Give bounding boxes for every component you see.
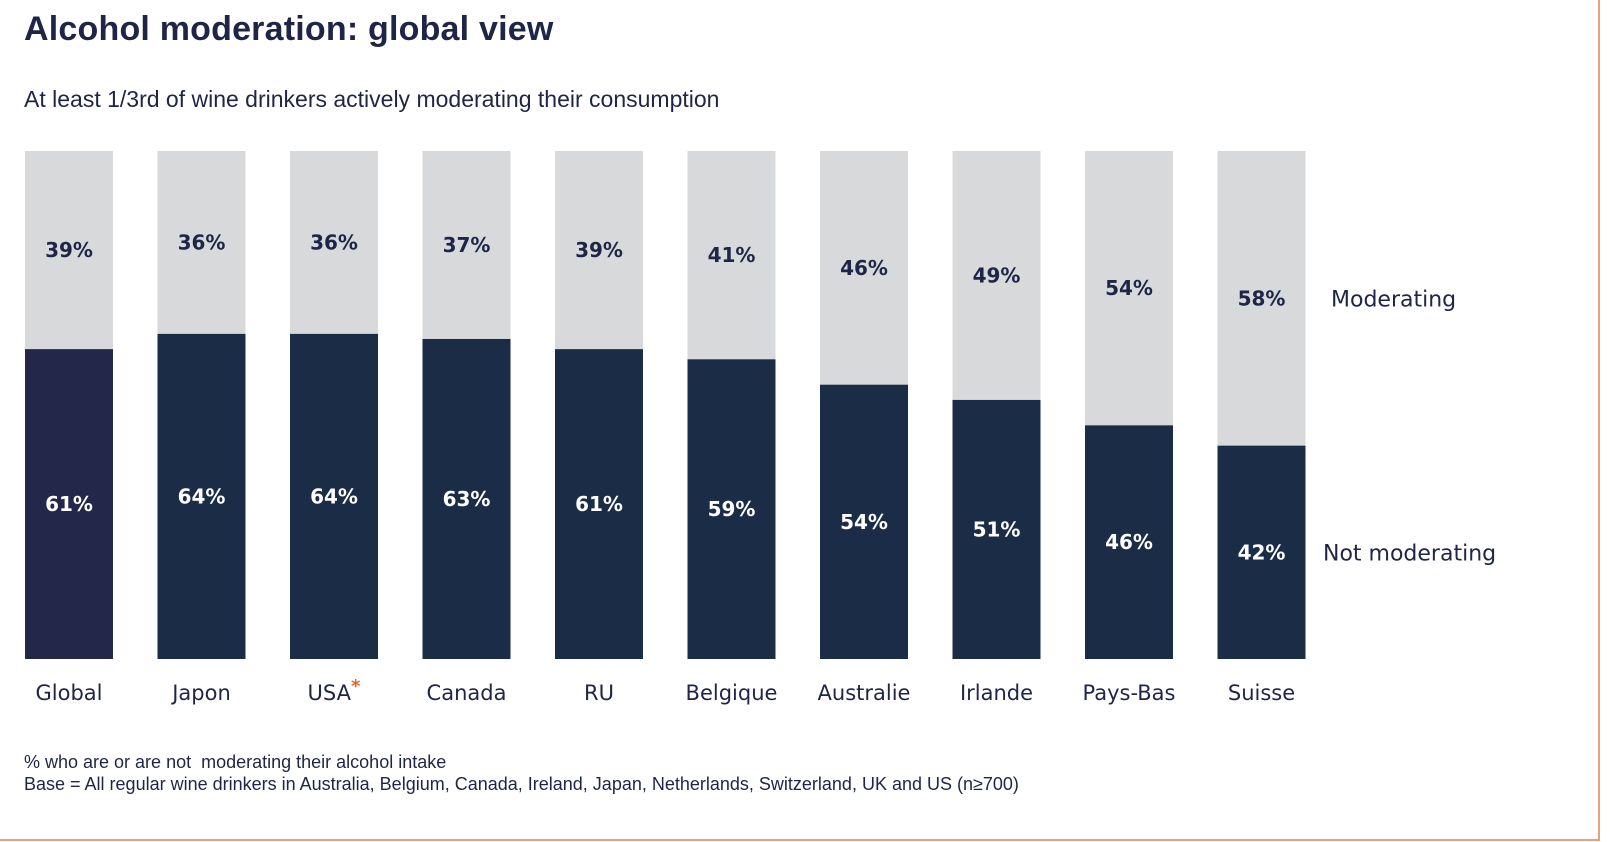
bar-not-moderating-japon bbox=[157, 333, 246, 659]
bar-moderating-suisse bbox=[1217, 151, 1306, 446]
bar-not-moderating-usa bbox=[290, 333, 378, 659]
page-title: Alcohol moderation: global view bbox=[24, 10, 554, 48]
data-label-not-moderating-belgique: 59% bbox=[708, 497, 756, 521]
data-label-not-moderating-canada: 63% bbox=[443, 487, 491, 511]
bar-not-moderating-global bbox=[25, 349, 113, 659]
data-label-moderating-pays-bas: 54% bbox=[1105, 276, 1153, 300]
data-label-moderating-suisse: 58% bbox=[1238, 286, 1286, 310]
legend-moderating: Moderating bbox=[1331, 287, 1456, 312]
data-label-not-moderating-global: 61% bbox=[45, 492, 93, 516]
bar-not-moderating-pays-bas bbox=[1085, 425, 1173, 659]
stacked-bar-chart: 39% 61% Global 36% 64% Japon 36% 64% USA* 37% 63% C… bbox=[25, 151, 1496, 705]
bar-not-moderating-australie bbox=[820, 384, 908, 659]
bar-not-moderating-canada bbox=[422, 338, 511, 659]
x-tick-label-global: Global bbox=[36, 681, 103, 705]
x-tick-label-australie: Australie bbox=[818, 681, 911, 705]
data-label-not-moderating-usa: 64% bbox=[310, 484, 358, 508]
bar-moderating-ru bbox=[555, 151, 643, 350]
footnote-asterisk-mark: * bbox=[351, 676, 361, 697]
bar-not-moderating-ru bbox=[555, 349, 643, 659]
bar-not-moderating-belgique bbox=[687, 359, 776, 659]
bar-moderating-australie bbox=[820, 151, 908, 385]
data-label-moderating-ru: 39% bbox=[575, 238, 623, 262]
bar-moderating-pays-bas bbox=[1085, 151, 1173, 426]
data-label-moderating-australie: 46% bbox=[840, 256, 888, 280]
footnote-measure: % who are or are not moderating their al… bbox=[24, 752, 447, 772]
x-tick-label-japon: Japon bbox=[170, 681, 231, 705]
page-subtitle: At least 1/3rd of wine drinkers actively… bbox=[24, 86, 720, 112]
bar-moderating-belgique bbox=[687, 151, 776, 360]
bar-not-moderating-suisse bbox=[1217, 445, 1306, 659]
bar-moderating-canada bbox=[422, 151, 511, 339]
data-label-not-moderating-australie: 54% bbox=[840, 510, 888, 534]
data-label-not-moderating-suisse: 42% bbox=[1238, 540, 1286, 564]
data-label-not-moderating-irlande: 51% bbox=[973, 517, 1021, 541]
footnote-base: Base = All regular wine drinkers in Aust… bbox=[24, 774, 1019, 794]
bar-moderating-global bbox=[25, 151, 113, 350]
legend-not-moderating: Not moderating bbox=[1323, 541, 1496, 566]
data-label-moderating-canada: 37% bbox=[443, 233, 491, 257]
x-tick-label-pays-bas: Pays-Bas bbox=[1082, 681, 1175, 705]
bar-moderating-japon bbox=[157, 151, 246, 334]
x-tick-label-suisse: Suisse bbox=[1228, 681, 1295, 705]
data-label-moderating-belgique: 41% bbox=[708, 243, 756, 267]
data-label-not-moderating-ru: 61% bbox=[575, 492, 623, 516]
data-label-moderating-irlande: 49% bbox=[973, 263, 1021, 287]
bar-moderating-usa bbox=[290, 151, 378, 334]
data-label-not-moderating-japon: 64% bbox=[178, 484, 226, 508]
data-label-moderating-usa: 36% bbox=[310, 230, 358, 254]
data-label-not-moderating-pays-bas: 46% bbox=[1105, 530, 1153, 554]
bar-moderating-irlande bbox=[952, 151, 1041, 400]
data-label-moderating-global: 39% bbox=[45, 238, 93, 262]
x-tick-label-usa: USA* bbox=[308, 676, 361, 705]
data-label-moderating-japon: 36% bbox=[178, 230, 226, 254]
x-tick-label-irlande: Irlande bbox=[960, 681, 1033, 705]
x-tick-label-belgique: Belgique bbox=[686, 681, 778, 705]
bar-not-moderating-irlande bbox=[952, 399, 1041, 659]
x-tick-label-ru: RU bbox=[584, 681, 614, 705]
x-tick-label-canada: Canada bbox=[427, 681, 507, 705]
